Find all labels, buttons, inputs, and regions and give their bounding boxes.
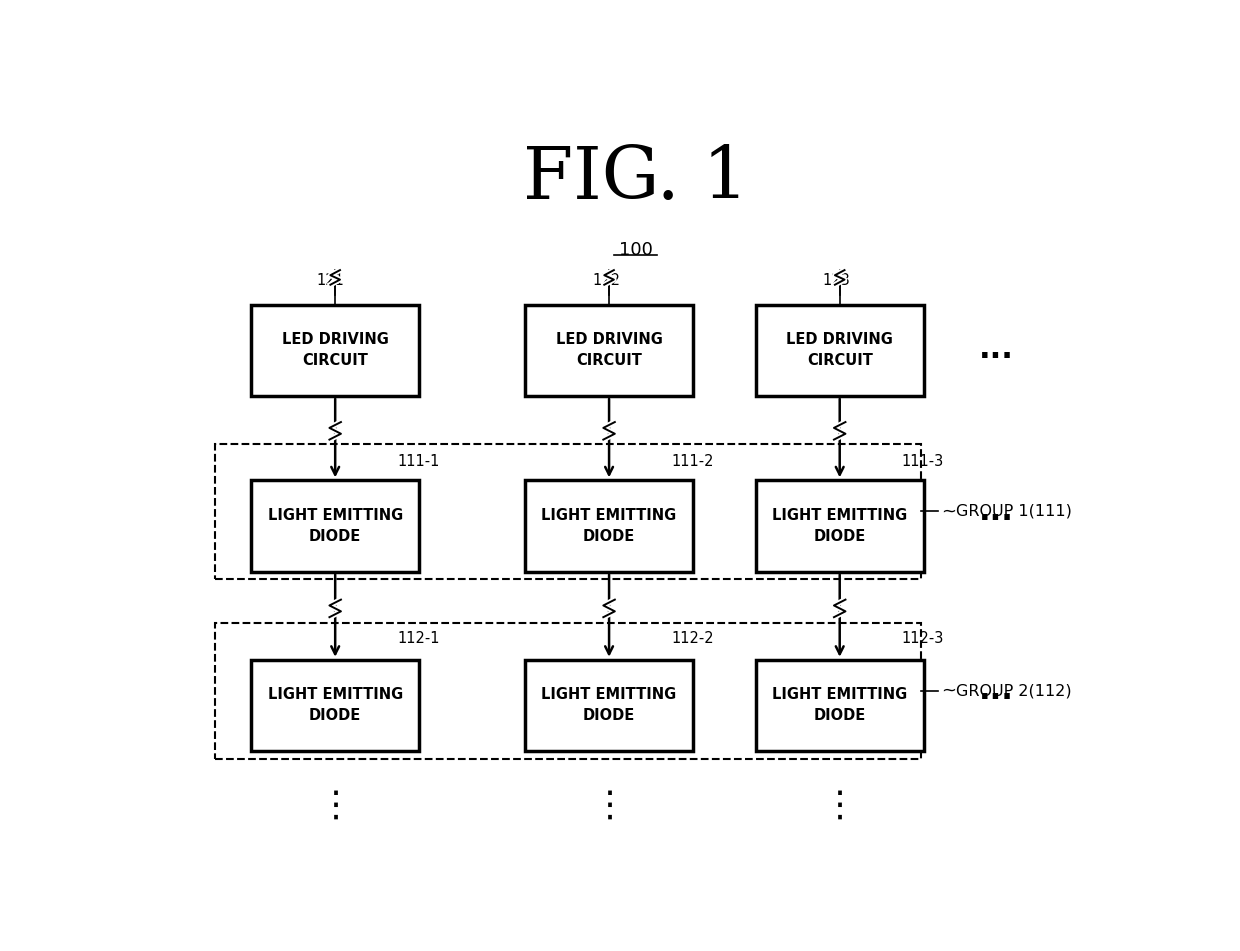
Text: ⋮: ⋮ (317, 789, 353, 824)
Text: LIGHT EMITTING
DIODE: LIGHT EMITTING DIODE (268, 688, 403, 724)
Bar (250, 660, 419, 751)
Text: 123: 123 (823, 273, 851, 287)
Text: LIGHT EMITTING
DIODE: LIGHT EMITTING DIODE (542, 688, 677, 724)
Text: LIGHT EMITTING
DIODE: LIGHT EMITTING DIODE (542, 508, 677, 544)
Text: 121: 121 (316, 273, 345, 287)
Bar (755, 304, 924, 396)
Text: 112-1: 112-1 (397, 631, 440, 647)
Text: ...: ... (978, 496, 1013, 526)
Text: 111-1: 111-1 (397, 454, 439, 469)
Text: ...: ... (978, 676, 1013, 705)
Text: LED DRIVING
CIRCUIT: LED DRIVING CIRCUIT (281, 332, 388, 368)
Text: 111-3: 111-3 (901, 454, 944, 469)
Bar (215, 623, 921, 759)
Text: 111-2: 111-2 (671, 454, 713, 469)
Bar (250, 480, 419, 572)
Text: ⋮: ⋮ (591, 789, 627, 824)
Text: ~: ~ (941, 502, 956, 520)
Text: ~: ~ (941, 682, 956, 700)
Text: 122: 122 (593, 273, 620, 287)
Text: ...: ... (978, 336, 1013, 364)
Text: LIGHT EMITTING
DIODE: LIGHT EMITTING DIODE (268, 508, 403, 544)
Text: 112-2: 112-2 (671, 631, 714, 647)
Text: LED DRIVING
CIRCUIT: LED DRIVING CIRCUIT (556, 332, 662, 368)
Text: LED DRIVING
CIRCUIT: LED DRIVING CIRCUIT (786, 332, 893, 368)
Bar (755, 660, 924, 751)
Text: LIGHT EMITTING
DIODE: LIGHT EMITTING DIODE (773, 688, 908, 724)
Text: ⋮: ⋮ (822, 789, 858, 824)
Bar (755, 480, 924, 572)
Bar (250, 304, 419, 396)
Bar (525, 480, 693, 572)
Text: GROUP 1(111): GROUP 1(111) (956, 504, 1071, 519)
Text: GROUP 2(112): GROUP 2(112) (956, 683, 1071, 698)
Bar (525, 304, 693, 396)
Bar (525, 660, 693, 751)
Bar (215, 443, 921, 579)
Text: FIG. 1: FIG. 1 (523, 144, 748, 214)
Text: 100: 100 (619, 241, 652, 259)
Text: 112-3: 112-3 (901, 631, 944, 647)
Text: LIGHT EMITTING
DIODE: LIGHT EMITTING DIODE (773, 508, 908, 544)
